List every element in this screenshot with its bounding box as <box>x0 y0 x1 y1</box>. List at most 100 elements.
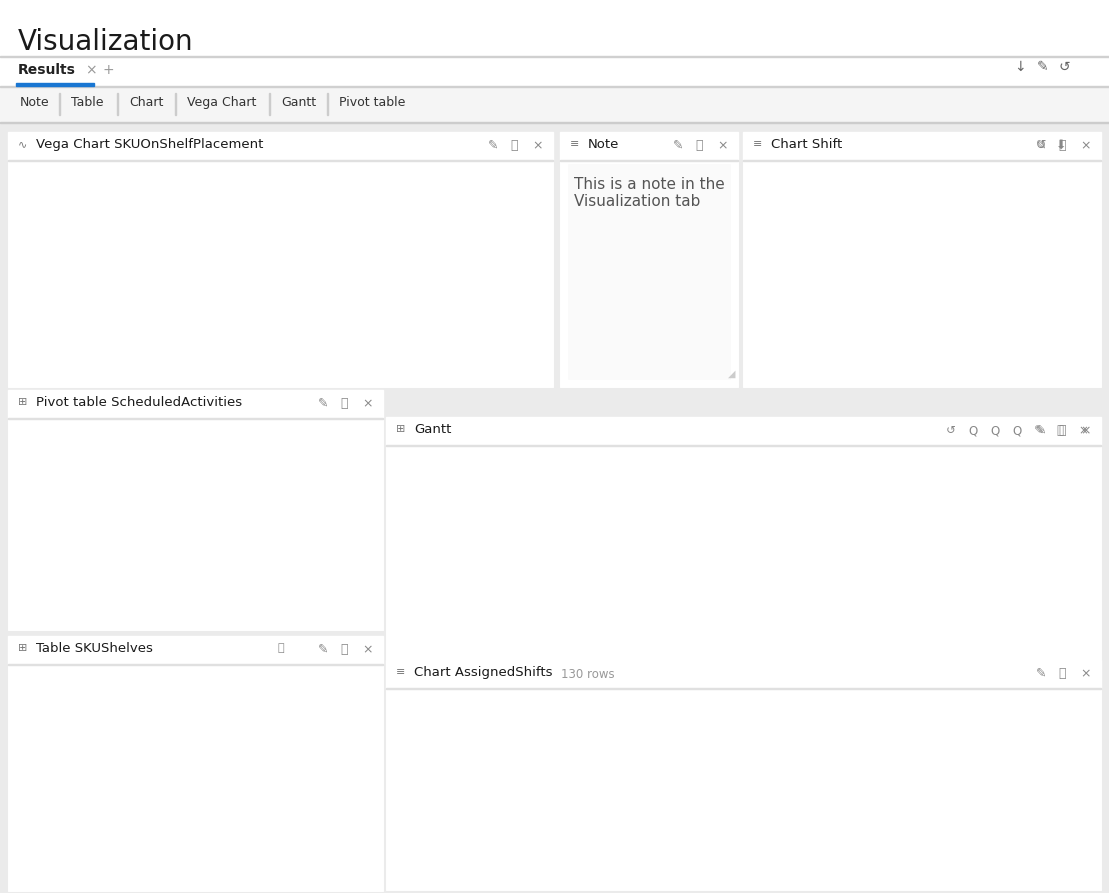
Text: A001: A001 <box>211 742 241 755</box>
Text: 6: 6 <box>394 609 400 619</box>
Bar <box>735 766 750 862</box>
Bar <box>430 179 446 188</box>
Text: ×: × <box>532 139 542 152</box>
Bar <box>969 292 993 313</box>
Text: 03:00: 03:00 <box>966 472 993 481</box>
Wedge shape <box>846 272 917 343</box>
Text: 7: 7 <box>18 872 26 885</box>
Text: Grp108: Grp108 <box>449 230 484 238</box>
Bar <box>0 122 1109 123</box>
Wedge shape <box>784 247 855 325</box>
Bar <box>808 607 906 622</box>
Bar <box>8 160 553 161</box>
Text: String: String <box>211 695 242 705</box>
Bar <box>386 626 1101 649</box>
Bar <box>430 170 446 179</box>
Text: 6: 6 <box>330 872 338 885</box>
Text: 1: 1 <box>394 494 400 504</box>
Text: ✎: ✎ <box>318 397 328 410</box>
Text: ceiling: ceiling <box>228 425 269 436</box>
Text: 23:00: 23:00 <box>771 472 797 481</box>
Text: Grp116: Grp116 <box>449 298 484 307</box>
Text: Chart Shift: Chart Shift <box>771 138 842 151</box>
Bar <box>600 753 614 862</box>
Text: unitsPer: unitsPer <box>305 671 364 683</box>
Bar <box>265 201 333 223</box>
Bar <box>430 289 446 299</box>
Text: Cindy: Cindy <box>408 630 441 644</box>
Bar <box>523 739 538 862</box>
Bar <box>8 736 383 762</box>
Bar <box>386 660 1101 890</box>
Text: 01:00: 01:00 <box>868 472 895 481</box>
Text: ✎: ✎ <box>1036 139 1047 152</box>
Text: 6: 6 <box>330 820 338 833</box>
Text: Chart AssignedShifts: Chart AssignedShifts <box>414 666 552 679</box>
Text: ×: × <box>85 63 96 77</box>
Text: Grp117: Grp117 <box>449 306 484 315</box>
Bar <box>386 603 1101 626</box>
Text: ≡: ≡ <box>396 667 406 677</box>
Bar <box>613 514 711 529</box>
Text: ×: × <box>718 139 728 152</box>
Text: ⤢: ⤢ <box>340 397 347 410</box>
Text: SU0005: SU0005 <box>79 820 124 833</box>
Bar <box>386 533 1101 556</box>
Text: 10: 10 <box>296 599 311 612</box>
Bar <box>0 123 1109 893</box>
Bar <box>808 584 906 598</box>
Text: ≡: ≡ <box>753 139 762 149</box>
Bar <box>8 690 383 710</box>
Text: 6: 6 <box>18 846 26 859</box>
Text: +: + <box>103 63 114 77</box>
Text: Receiving
19.23%: Receiving 19.23% <box>728 288 772 308</box>
Bar <box>288 321 423 343</box>
Bar <box>430 323 446 333</box>
Text: ⤢: ⤢ <box>1058 667 1066 680</box>
Bar <box>386 417 1101 445</box>
Text: ✎: ✎ <box>1036 424 1047 437</box>
Text: 20:00: 20:00 <box>625 472 651 481</box>
Text: 85.0: 85.0 <box>16 624 42 637</box>
Text: HelpDesk: HelpDesk <box>1000 335 1050 345</box>
Text: sku: sku <box>89 671 113 683</box>
Bar <box>430 221 446 230</box>
Text: Shipping
9.62%: Shipping 9.62% <box>791 361 831 380</box>
Text: ⤢: ⤢ <box>1058 424 1066 437</box>
Bar <box>430 272 446 282</box>
Text: ×: × <box>362 643 373 656</box>
Text: Activity: Activity <box>16 425 63 436</box>
Bar <box>8 568 383 593</box>
Text: Thu 28 March: Thu 28 March <box>766 451 851 461</box>
Text: Note: Note <box>20 96 50 109</box>
Bar <box>8 664 383 690</box>
Text: ⊞: ⊞ <box>18 643 28 653</box>
Text: 4: 4 <box>18 794 26 807</box>
Text: Anne: Anne <box>408 492 438 505</box>
Bar <box>157 230 180 254</box>
Text: Chris: Chris <box>408 608 438 621</box>
Bar <box>0 86 1109 87</box>
Text: Cecilia: Cecilia <box>408 585 447 597</box>
Bar <box>8 518 383 543</box>
Bar <box>8 664 383 665</box>
Bar <box>8 493 383 518</box>
Bar <box>157 261 171 283</box>
Bar <box>430 204 446 213</box>
Text: 48: 48 <box>650 609 664 619</box>
Text: 25: 25 <box>825 632 841 642</box>
Text: SU0004: SU0004 <box>79 794 124 807</box>
Text: garden: garden <box>335 425 379 436</box>
Bar <box>175 171 288 193</box>
Bar <box>199 321 232 343</box>
Bar <box>1024 739 1038 862</box>
Text: 3: 3 <box>19 768 26 781</box>
Bar <box>0 87 1109 122</box>
Text: Grp101: Grp101 <box>449 170 484 179</box>
Bar <box>386 649 1101 672</box>
Text: Q: Q <box>1013 424 1021 437</box>
Text: SU0002: SU0002 <box>79 742 124 755</box>
Bar <box>8 762 383 788</box>
Bar <box>808 492 930 505</box>
Bar <box>485 753 499 862</box>
